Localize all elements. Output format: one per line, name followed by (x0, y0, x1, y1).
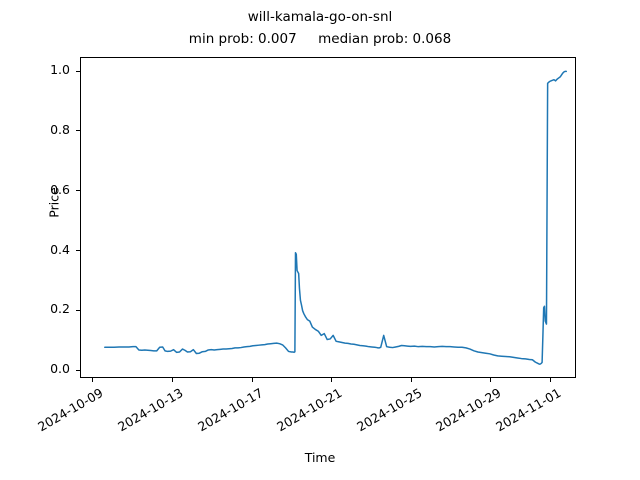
x-tick-mark (92, 378, 94, 382)
y-tick-label: 0.2 (50, 301, 70, 317)
y-tick-mark (76, 190, 80, 192)
x-tick-mark (410, 378, 412, 382)
plot-axes (80, 57, 576, 378)
y-tick-mark (76, 309, 80, 311)
x-axis-label: Time (304, 450, 336, 465)
x-tick-label: 2024-11-01 (493, 385, 564, 435)
price-line-series (81, 58, 575, 377)
chart-title: will-kamala-go-on-snl (247, 9, 393, 25)
y-tick-mark (76, 369, 80, 371)
y-tick-label: 1.0 (50, 62, 70, 77)
x-tick-mark (550, 378, 552, 382)
x-tick-mark (490, 378, 492, 382)
y-tick-mark (76, 250, 80, 252)
chart-subtitle-stats: min prob: 0.007 median prob: 0.068 (188, 31, 452, 47)
y-tick-mark (76, 130, 80, 132)
y-tick-label: 0.8 (50, 121, 70, 137)
y-tick-label: 0.0 (50, 361, 70, 377)
y-tick-label: 0.4 (50, 241, 70, 257)
y-tick-label: 0.6 (50, 181, 70, 197)
x-tick-mark (172, 378, 174, 382)
x-tick-mark (331, 378, 333, 382)
x-tick-mark (251, 378, 253, 382)
y-tick-mark (76, 70, 80, 72)
